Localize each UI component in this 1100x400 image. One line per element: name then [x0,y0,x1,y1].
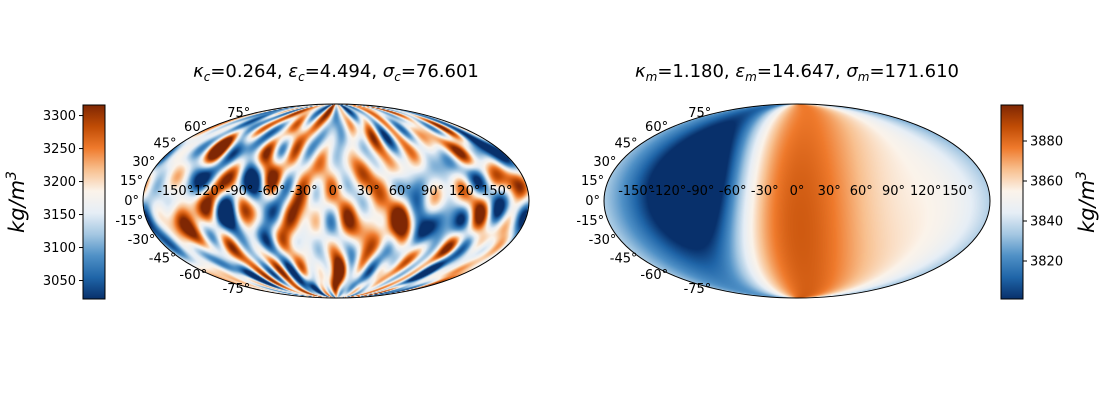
lon-label: -150° [157,184,193,199]
lon-label: 90° [882,184,905,199]
lon-label: -30° [751,184,779,199]
lon-label: 0° [329,184,344,199]
lat-label: -15° [115,214,143,229]
lon-label: -120° [189,184,225,199]
lat-label: 75° [688,106,711,121]
map-field-image [143,104,529,298]
lon-label: -90° [687,184,715,199]
lat-label: 0° [124,194,139,209]
lat-label: 0° [585,194,600,209]
lon-label: -60° [258,184,286,199]
colorbar-tick-label: 3820 [1030,255,1063,270]
lat-label: -30° [589,233,617,248]
map-mantle: 75°60°45°30°15°0°-15°-30°-45°-60°-75° -1… [576,103,991,299]
lat-label: -75° [684,282,712,297]
lat-label: 15° [120,174,143,189]
lon-label: 120° [910,184,941,199]
colorbar-mantle: 3820 3840 3860 3880 kg/m3 [1000,104,1099,300]
lon-label: 150° [942,184,973,199]
lon-label: 60° [850,184,873,199]
lat-label: -75° [223,282,251,297]
lat-label: 15° [581,174,604,189]
colorbar-crust-bar [82,104,106,300]
lon-label: -60° [719,184,747,199]
lat-label: -60° [640,268,668,283]
title-crust: κc=0.264, εc=4.494, σc=76.601 [193,61,479,84]
colorbar-tick-label: 3860 [1030,175,1063,190]
lon-label: 30° [818,184,841,199]
lon-label: 0° [790,184,805,199]
colorbar-tick-label: 3840 [1030,215,1063,230]
colorbar-mantle-bar [1000,104,1024,300]
lat-label: 30° [593,155,616,170]
map-mantle-outline [603,103,991,299]
lon-label: -120° [650,184,686,199]
map-crust: 75°60°45°30°15°0°-15°-30°-45°-60°-75° -1… [115,103,530,299]
map-mantle-lon-labels: -150°-120° -90° -60° -30° 0° 30° 60° 90° 120° 150… [618,184,973,199]
lat-label: -30° [128,233,156,248]
lon-label: 90° [421,184,444,199]
lat-label: 45° [153,137,176,152]
lon-label: 150° [481,184,512,199]
lon-label: -30° [290,184,318,199]
lat-label: 30° [132,155,155,170]
colorbar-crust: 3050 3100 3150 3200 3250 3300 kg/m3 [4,104,106,300]
lat-label: -45° [149,251,177,266]
lon-label: 30° [357,184,380,199]
map-crust-outline [142,103,530,299]
lat-label: 45° [614,137,637,152]
colorbar-crust-label: kg/m3 [4,171,29,233]
colorbar-tick-label: 3100 [43,241,76,256]
colorbar-mantle-ticks: 3820 3840 3860 3880 [1023,135,1063,270]
lat-label: 75° [227,106,250,121]
lat-label: 60° [184,120,207,135]
lon-label: -150° [618,184,654,199]
colorbar-tick-label: 3150 [43,208,76,223]
colorbar-tick-label: 3300 [43,109,76,124]
lat-label: 60° [645,120,668,135]
colorbar-tick-label: 3880 [1030,135,1063,150]
colorbar-mantle-label: kg/m3 [1074,171,1099,233]
colorbar-tick-label: 3250 [43,142,76,157]
colorbar-crust-ticks: 3050 3100 3150 3200 3250 3300 [43,109,83,289]
colorbar-tick-label: 3200 [43,175,76,190]
colorbar-tick-label: 3050 [43,274,76,289]
panel-mantle: κm=1.180, εm=14.647, σm=171.610 75° 60° 45… [576,61,1099,300]
panel-crust: κc=0.264, εc=4.494, σc=76.601 3050 3100 31… [4,61,530,300]
map-mantle-lat-labels: 75° 60° 45° 30° 15° 0° -15° -30° -45°-60° -75° [576,106,711,297]
lat-label: -60° [179,268,207,283]
map-crust-lon-labels: -150°-120° -90° -60° -30° 0° 30° 60° 90° 120° 150… [157,184,512,199]
lon-label: -90° [226,184,254,199]
lat-label: -45° [610,251,638,266]
title-mantle: κm=1.180, εm=14.647, σm=171.610 [635,61,959,84]
map-crust-lat-labels: 75° 60° 45° 30° 15° 0° -15° -30° -45°-60° -75° [115,106,250,297]
lat-label: -15° [576,214,604,229]
lon-label: 120° [449,184,480,199]
lon-label: 60° [389,184,412,199]
map-field-image [604,104,990,298]
